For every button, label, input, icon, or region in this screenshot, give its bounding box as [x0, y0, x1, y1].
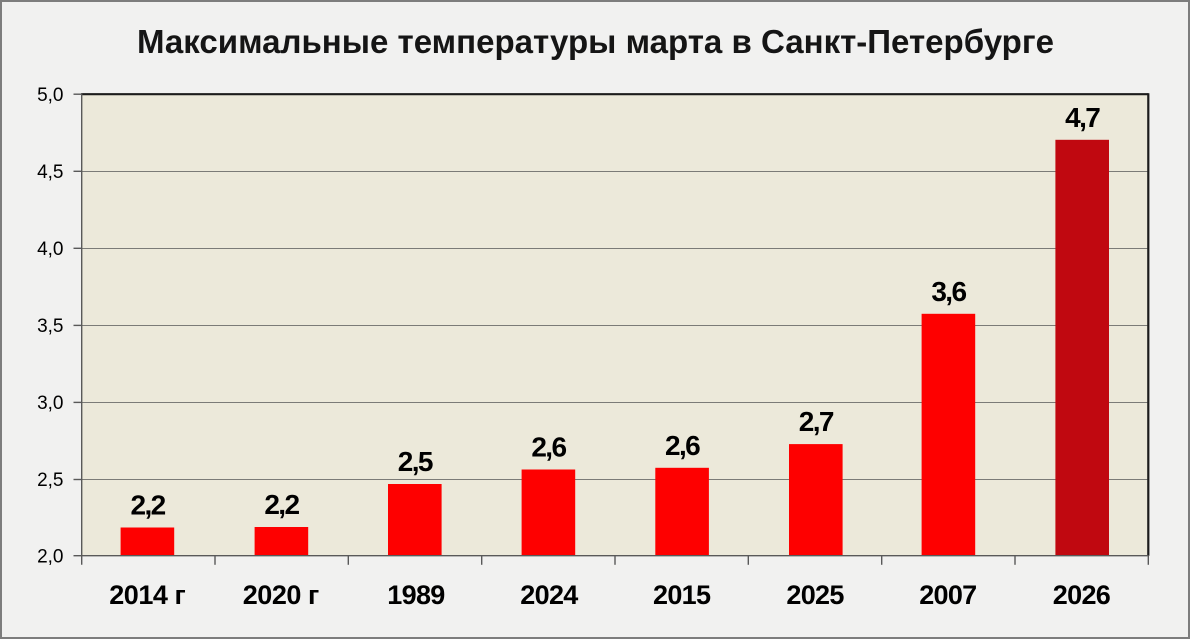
svg-text:3,6: 3,6 — [931, 276, 966, 307]
svg-text:2015: 2015 — [653, 580, 711, 610]
svg-text:Максимальные температуры марта: Максимальные температуры марта в Санкт-П… — [137, 23, 1054, 60]
svg-text:2026: 2026 — [1053, 580, 1111, 610]
svg-text:2,2: 2,2 — [264, 489, 299, 520]
svg-text:2,2: 2,2 — [131, 489, 166, 520]
svg-text:2014 г: 2014 г — [109, 580, 186, 610]
svg-text:2024: 2024 — [520, 580, 578, 610]
svg-text:3,5: 3,5 — [37, 316, 63, 337]
svg-text:4,5: 4,5 — [37, 162, 63, 183]
svg-text:2,5: 2,5 — [37, 470, 63, 491]
svg-text:2007: 2007 — [919, 580, 977, 610]
svg-text:2,6: 2,6 — [665, 430, 700, 461]
svg-text:3,0: 3,0 — [37, 393, 63, 414]
svg-text:2020 г: 2020 г — [243, 580, 320, 610]
svg-text:2,5: 2,5 — [398, 446, 433, 477]
svg-text:2,7: 2,7 — [799, 406, 834, 437]
svg-text:4,7: 4,7 — [1065, 102, 1100, 133]
svg-text:4,0: 4,0 — [37, 239, 63, 260]
svg-text:5,0: 5,0 — [37, 85, 63, 106]
svg-text:2,0: 2,0 — [37, 546, 63, 567]
svg-text:1989: 1989 — [387, 580, 445, 610]
svg-text:2025: 2025 — [786, 580, 844, 610]
svg-text:2,6: 2,6 — [531, 432, 566, 463]
